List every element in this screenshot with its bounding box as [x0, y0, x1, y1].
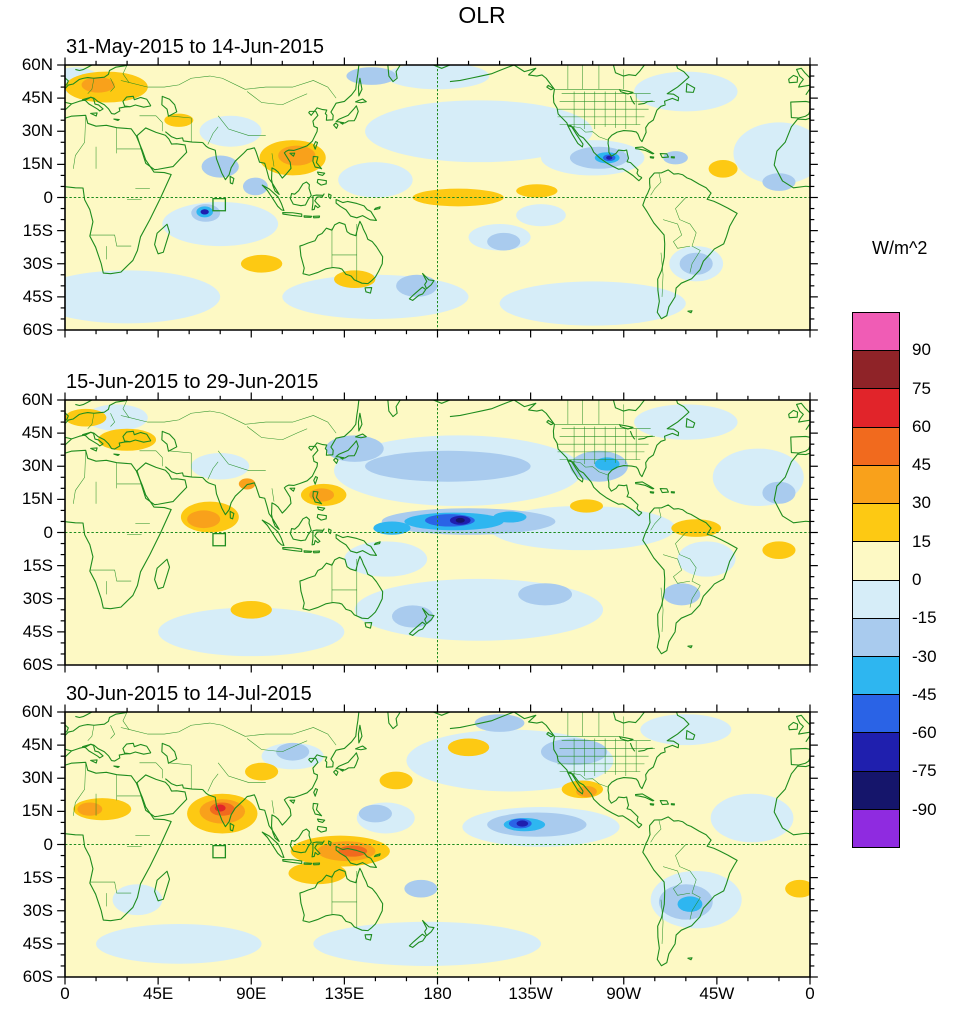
colorbar-tick-label: 0 — [912, 570, 922, 589]
colorbar-cells — [852, 312, 900, 848]
colorbar-cell — [853, 351, 899, 390]
x-axis-label: 135W — [508, 984, 553, 1003]
y-axis-label: 60S — [22, 967, 53, 986]
panel-2-y-axis-labels: 60N 45N 30N 15N 0 15S 30S 45S 60S — [0, 390, 57, 674]
y-axis-label: 0 — [43, 522, 53, 542]
x-axis-labels: 0 45E 90E 135E 180 135W 90W 45W 0 — [60, 984, 814, 1008]
y-axis-label: 30S — [22, 900, 53, 920]
y-axis-label: 45N — [21, 88, 53, 108]
colorbar-tick-label: 15 — [912, 531, 931, 551]
x-axis-label: 45W — [699, 984, 735, 1003]
y-axis-label: 15S — [22, 220, 53, 240]
panel-3-y-axis-labels: 60N 45N 30N 15N 0 15S 30S 45S 60S — [0, 702, 57, 986]
y-axis-label: 45S — [22, 933, 53, 953]
colorbar-tick-label: 60 — [912, 416, 931, 436]
colorbar-tick-label: -75 — [912, 761, 937, 781]
y-axis-label: 45S — [22, 621, 53, 641]
colorbar-tick-label: 75 — [912, 378, 931, 398]
y-axis-label: 30S — [22, 253, 53, 273]
colorbar-cell — [853, 809, 899, 848]
colorbar-tick-labels: 90 75 60 45 30 15 0 -15 -30 -45 -60 -75 -90 — [912, 312, 960, 848]
panel-1-map — [65, 65, 810, 330]
colorbar: W/m^2 90 75 60 45 30 15 0 -15 -30 -45 -60 -75 -90 — [852, 238, 962, 848]
axis-ticks — [57, 57, 818, 337]
colorbar-tick-label: -45 — [912, 684, 937, 704]
y-axis-label: 60N — [21, 702, 53, 721]
panel-1-y-axis-labels: 60N 45N 30N 15N 0 15S 30S 45S 60S — [0, 55, 57, 339]
colorbar-cell — [853, 656, 899, 696]
x-axis-label: 0 — [60, 984, 70, 1003]
colorbar-cell — [853, 580, 899, 619]
colorbar-tick-label: 30 — [912, 493, 931, 513]
x-axis-label: 135E — [324, 984, 365, 1003]
colorbar-cell — [853, 771, 899, 810]
y-axis-label: 30N — [21, 456, 53, 476]
x-axis-label: 45E — [143, 984, 174, 1003]
figure-title: OLR — [458, 2, 506, 28]
panel-3-title: 30-Jun-2015 to 14-Jul-2015 — [66, 683, 312, 705]
colorbar-tick-label: -30 — [912, 646, 937, 666]
x-axis-label: 90E — [236, 984, 267, 1003]
colorbar-tick-label: 45 — [912, 455, 931, 475]
y-axis-label: 15S — [22, 867, 53, 887]
colorbar-cell — [853, 504, 899, 543]
y-axis-label: 45N — [21, 423, 53, 443]
map-panel-2-svg — [65, 400, 810, 665]
y-axis-label: 15N — [21, 801, 53, 821]
y-axis-label: 30N — [21, 121, 53, 141]
panel-1-title: 31-May-2015 to 14-Jun-2015 — [66, 36, 324, 58]
colorbar-cell — [853, 733, 899, 772]
map-panel-3-svg — [65, 712, 810, 977]
colorbar-cell — [853, 427, 899, 466]
x-axis-label: 180 — [423, 984, 452, 1003]
colorbar-cell — [853, 618, 899, 657]
panel-2-title: 15-Jun-2015 to 29-Jun-2015 — [66, 371, 319, 393]
colorbar-cell — [853, 313, 899, 352]
panel-2-map — [65, 400, 810, 665]
axis-ticks — [57, 392, 818, 672]
y-axis-label: 15N — [21, 154, 53, 174]
colorbar-tick-label: -90 — [912, 799, 937, 819]
colorbar-cell — [853, 542, 899, 581]
colorbar-tick-label: -60 — [912, 723, 937, 743]
y-axis-label: 60S — [22, 320, 53, 339]
y-axis-label: 60N — [21, 55, 53, 74]
colorbar-tick-label: 90 — [912, 340, 931, 360]
y-axis-label: 45S — [22, 286, 53, 306]
colorbar-cell — [853, 465, 899, 505]
colorbar-cell — [853, 695, 899, 734]
panel-3-map — [65, 712, 810, 977]
colorbar-units-label: W/m^2 — [872, 238, 928, 258]
y-axis-label: 60N — [21, 390, 53, 409]
y-axis-label: 15S — [22, 555, 53, 575]
y-axis-label: 30S — [22, 588, 53, 608]
y-axis-label: 0 — [43, 187, 53, 207]
colorbar-tick-label: -15 — [912, 608, 937, 628]
y-axis-label: 0 — [43, 834, 53, 854]
axis-ticks — [57, 704, 818, 984]
map-panel-1-svg — [65, 65, 810, 330]
y-axis-label: 30N — [21, 768, 53, 788]
y-axis-label: 60S — [22, 655, 53, 674]
y-axis-label: 45N — [21, 735, 53, 755]
x-axis-label: 0 — [805, 984, 815, 1003]
y-axis-label: 15N — [21, 489, 53, 509]
x-axis-label: 90W — [606, 984, 642, 1003]
colorbar-cell — [853, 389, 899, 428]
